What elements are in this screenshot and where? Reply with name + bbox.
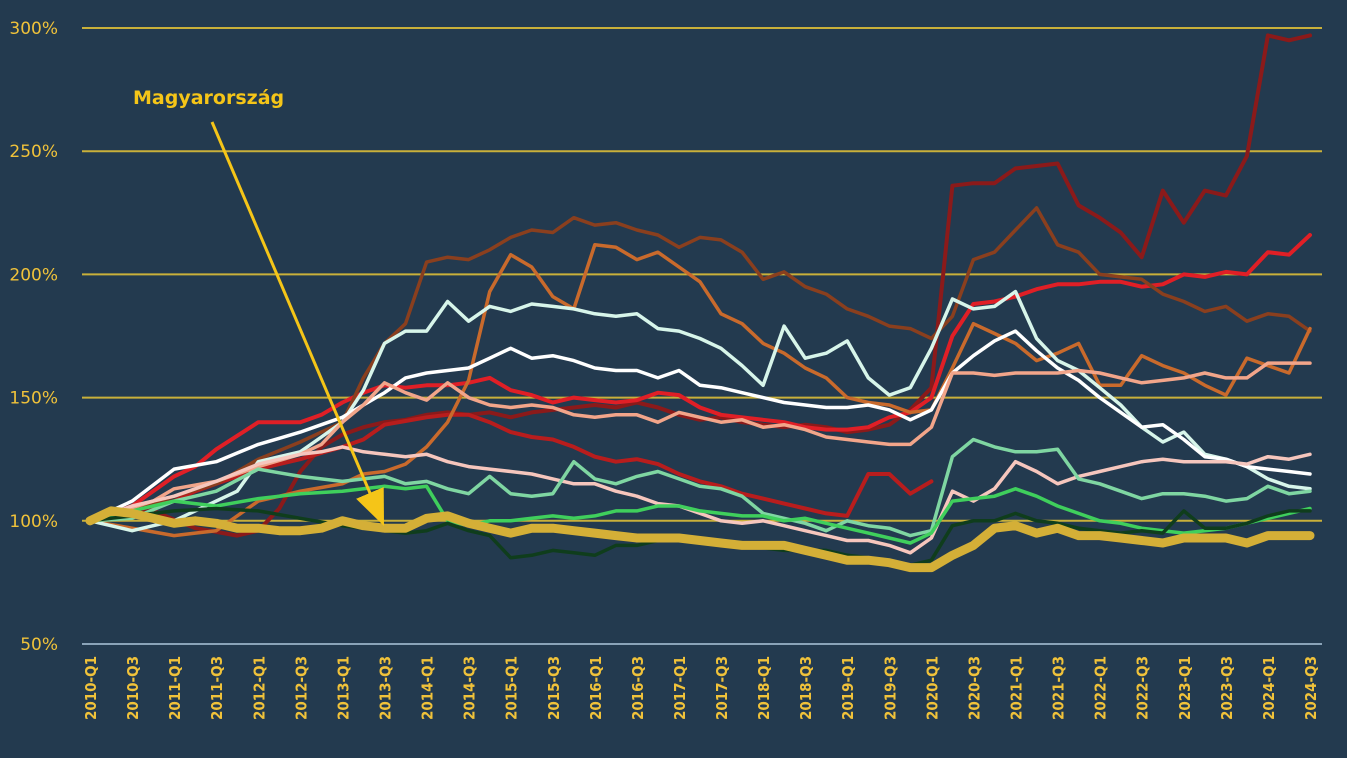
series-line-9 bbox=[88, 437, 1312, 538]
x-tick-label: 2021-Q3 bbox=[1050, 656, 1068, 720]
x-tick-label: 2019-Q3 bbox=[881, 656, 899, 720]
x-tick-label: 2023-Q1 bbox=[1176, 656, 1194, 720]
x-tick-label: 2024-Q3 bbox=[1302, 656, 1320, 720]
annotation-group: Magyarország bbox=[133, 87, 385, 527]
y-tick-label: 200% bbox=[9, 265, 58, 285]
x-tick-label: 2016-Q1 bbox=[587, 656, 605, 720]
x-tick-label: 2018-Q3 bbox=[797, 656, 815, 720]
x-tick-label: 2024-Q1 bbox=[1260, 656, 1278, 720]
x-tick-label: 2020-Q1 bbox=[923, 656, 941, 720]
annotation-label: Magyarország bbox=[133, 87, 284, 109]
annotation-arrow bbox=[210, 121, 385, 527]
x-tick-label: 2022-Q3 bbox=[1134, 656, 1152, 720]
x-tick-label: 2017-Q1 bbox=[671, 656, 689, 720]
x-tick-label: 2021-Q1 bbox=[1008, 656, 1026, 720]
y-tick-label: 150% bbox=[9, 389, 58, 409]
x-tick-label: 2012-Q3 bbox=[292, 656, 310, 720]
x-tick-label: 2013-Q3 bbox=[376, 656, 394, 720]
x-tick-label: 2016-Q3 bbox=[629, 656, 647, 720]
series-lines bbox=[85, 33, 1315, 573]
gridlines bbox=[82, 27, 1322, 645]
x-tick-label: 2011-Q1 bbox=[166, 656, 184, 720]
x-tick-label: 2017-Q3 bbox=[713, 656, 731, 720]
x-tick-label: 2015-Q1 bbox=[503, 656, 521, 720]
x-tick-label: 2014-Q3 bbox=[461, 656, 479, 720]
x-tick-label: 2020-Q3 bbox=[965, 656, 983, 720]
series-line-10 bbox=[88, 484, 1312, 545]
series-line-5 bbox=[88, 289, 1312, 533]
x-axis-ticks: 2010-Q1 2010-Q3 2011-Q1 2011-Q3 2012-Q1 2012-… bbox=[82, 656, 1320, 720]
x-tick-label: 2013-Q1 bbox=[334, 656, 352, 720]
x-tick-label: 2014-Q1 bbox=[419, 656, 437, 720]
x-tick-label: 2022-Q1 bbox=[1092, 656, 1110, 720]
x-tick-label: 2015-Q3 bbox=[545, 656, 563, 720]
x-tick-label: 2012-Q1 bbox=[250, 656, 268, 720]
y-tick-label: 100% bbox=[9, 512, 58, 532]
x-tick-label: 2019-Q1 bbox=[839, 656, 857, 720]
series-line-12 bbox=[85, 506, 1315, 573]
series-line-6 bbox=[88, 329, 1312, 523]
y-tick-label: 300% bbox=[9, 19, 58, 39]
series-line-1 bbox=[88, 233, 1312, 523]
y-tick-label: 50% bbox=[20, 635, 58, 655]
series-line-3 bbox=[88, 206, 1312, 523]
series-line-0 bbox=[88, 33, 1312, 538]
x-tick-label: 2010-Q1 bbox=[82, 656, 100, 720]
y-axis-ticks: 300% 250% 200% 150% 100% 50% bbox=[9, 19, 58, 655]
x-tick-label: 2011-Q3 bbox=[208, 656, 226, 720]
x-tick-label: 2010-Q3 bbox=[124, 656, 142, 720]
x-tick-label: 2023-Q3 bbox=[1218, 656, 1236, 720]
y-tick-label: 250% bbox=[9, 142, 58, 162]
series-line-2 bbox=[88, 412, 934, 523]
x-tick-label: 2018-Q1 bbox=[755, 656, 773, 720]
series-line-8 bbox=[88, 445, 1312, 555]
